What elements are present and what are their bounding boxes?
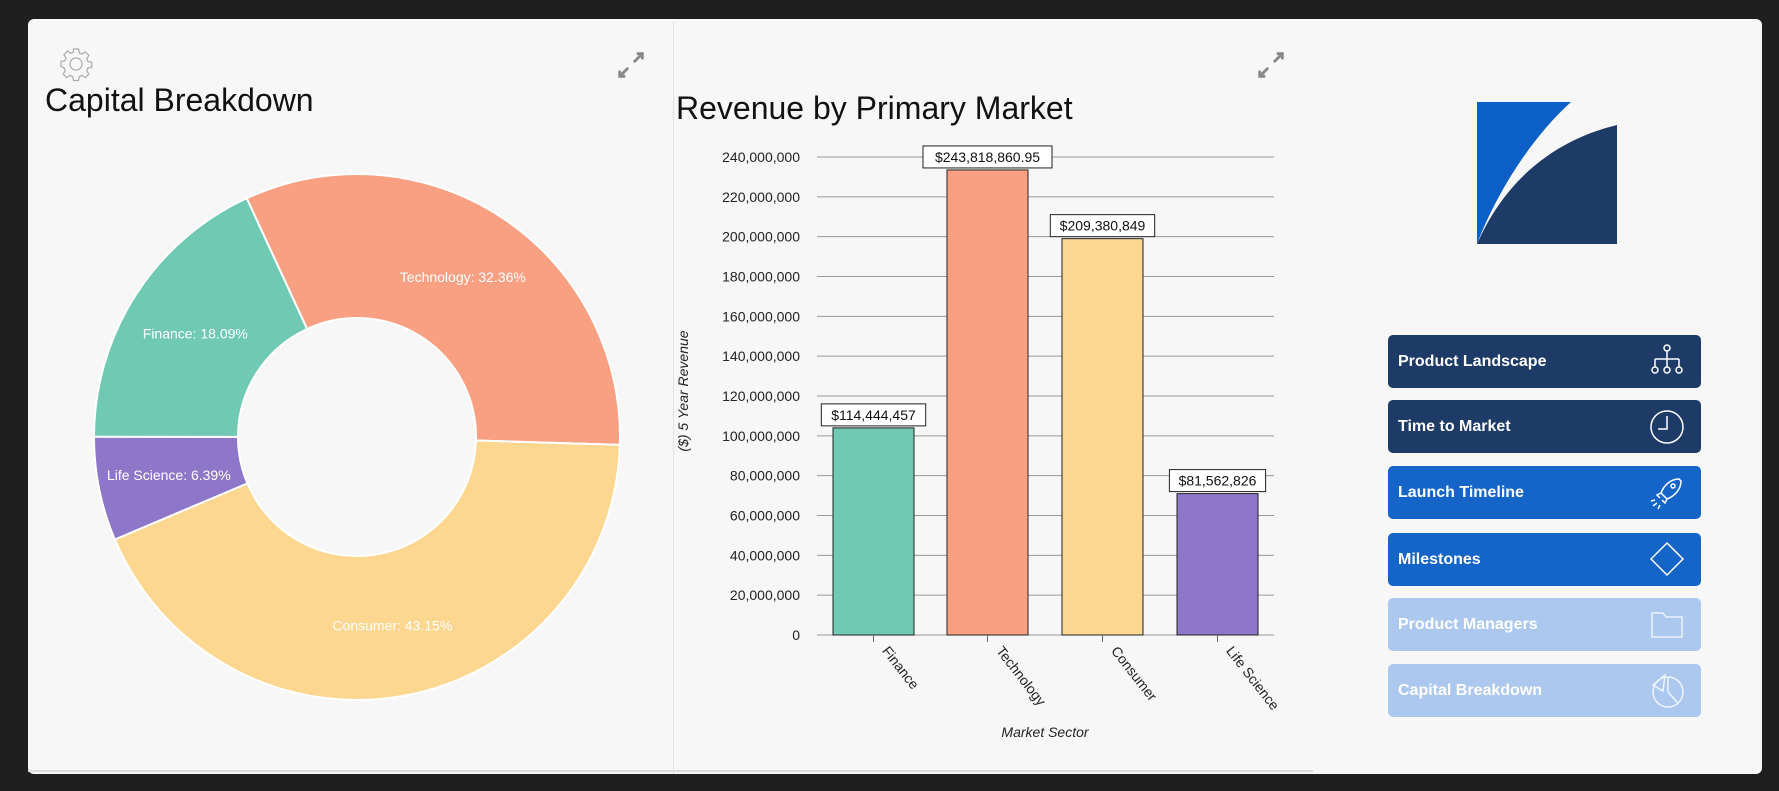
nav-button-label: Product Landscape — [1398, 352, 1547, 370]
donut-slice-technology — [245, 173, 621, 446]
revenue-chart-title: Revenue by Primary Market — [676, 90, 1073, 126]
panel-bottom-border — [28, 770, 1313, 772]
nav-button-label: Launch Timeline — [1398, 483, 1524, 501]
y-tick-label: 220,000,000 — [722, 189, 800, 205]
nav-button-milestones[interactable]: Milestones — [1388, 533, 1701, 586]
panel-divider — [673, 22, 674, 774]
data-label: $81,562,826 — [1179, 473, 1257, 489]
y-tick-label: 120,000,000 — [722, 388, 800, 404]
x-tick-label: Finance — [879, 643, 922, 692]
y-tick-label: 180,000,000 — [722, 269, 800, 285]
y-tick-label: 80,000,000 — [730, 468, 800, 484]
bar-consumer — [1061, 238, 1144, 636]
data-label-box — [1168, 469, 1267, 493]
bar-life-science — [1176, 493, 1259, 636]
nav-button-launch-timeline[interactable]: Launch Timeline — [1388, 466, 1701, 519]
nav-button-product-landscape[interactable]: Product Landscape — [1388, 335, 1701, 388]
company-logo — [1477, 102, 1617, 244]
nav-button-label: Capital Breakdown — [1398, 681, 1543, 699]
nav-button-capital-breakdown[interactable]: Capital Breakdown — [1388, 664, 1701, 717]
nav-button-label: Product Managers — [1398, 615, 1538, 633]
y-tick-label: 40,000,000 — [730, 547, 800, 563]
y-tick-label: 160,000,000 — [722, 308, 800, 324]
data-label-box — [1049, 214, 1156, 238]
hierarchy-icon — [1651, 343, 1683, 374]
data-label: $114,444,457 — [831, 407, 916, 423]
data-label: $209,380,849 — [1060, 218, 1146, 234]
folder-icon — [1651, 611, 1683, 638]
data-label-box — [922, 145, 1053, 169]
capital-donut-chart: Technology: 32.36% Consumer: 43.15% Life S… — [92, 173, 621, 701]
diamond-icon — [1649, 541, 1685, 576]
data-label: $243,818,860.95 — [935, 149, 1040, 165]
bar-technology — [946, 169, 1029, 636]
donut-slice-consumer — [113, 439, 621, 701]
x-tick-label: Technology — [993, 643, 1049, 709]
y-tick-label: 20,000,000 — [730, 587, 800, 603]
x-tick-label: Life Science — [1223, 643, 1283, 713]
nav-button-label: Time to Market — [1398, 417, 1511, 435]
nav-button-time-to-market[interactable]: Time to Market — [1388, 400, 1701, 453]
expand-icon[interactable] — [614, 48, 648, 82]
expand-icon[interactable] — [1254, 48, 1288, 82]
nav-button-label: Milestones — [1398, 550, 1481, 568]
donut-slice-label: Life Science: 6.39% — [107, 467, 231, 483]
donut-slice-label: Consumer: 43.15% — [332, 618, 452, 634]
revenue-bar-chart: 0 20,000,000 40,000,000 60,000,000 80,000,00… — [675, 145, 1283, 740]
y-tick-label: 100,000,000 — [722, 428, 800, 444]
rocket-icon — [1650, 477, 1682, 509]
capital-breakdown-title: Capital Breakdown — [45, 82, 314, 118]
y-tick-label: 60,000,000 — [730, 508, 800, 524]
data-label-box — [820, 403, 927, 427]
pie-chart-icon — [1651, 672, 1684, 708]
donut-slice-finance — [92, 196, 309, 438]
y-tick-label: 240,000,000 — [722, 149, 800, 165]
y-tick-label: 140,000,000 — [722, 348, 800, 364]
nav-button-product-managers[interactable]: Product Managers — [1388, 598, 1701, 651]
y-tick-label: 0 — [792, 627, 800, 643]
y-tick-label: 200,000,000 — [722, 229, 800, 245]
donut-slice-label: Technology: 32.36% — [400, 269, 526, 285]
bar-finance — [832, 427, 915, 636]
x-tick-label: Consumer — [1108, 643, 1161, 704]
x-axis-label: Market Sector — [1001, 724, 1089, 740]
gear-icon[interactable] — [58, 46, 94, 82]
donut-slice-label: Finance: 18.09% — [143, 325, 248, 341]
clock-icon — [1650, 409, 1684, 444]
y-axis-label: ($) 5 Year Revenue — [675, 330, 691, 451]
